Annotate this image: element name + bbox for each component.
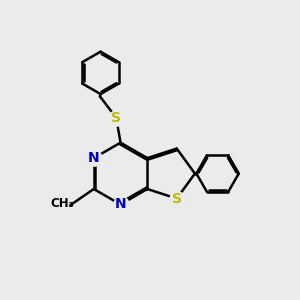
- Text: S: S: [111, 111, 121, 124]
- Text: N: N: [115, 197, 126, 212]
- Text: CH₃: CH₃: [50, 197, 74, 210]
- Text: N: N: [88, 151, 100, 165]
- Text: S: S: [172, 192, 182, 206]
